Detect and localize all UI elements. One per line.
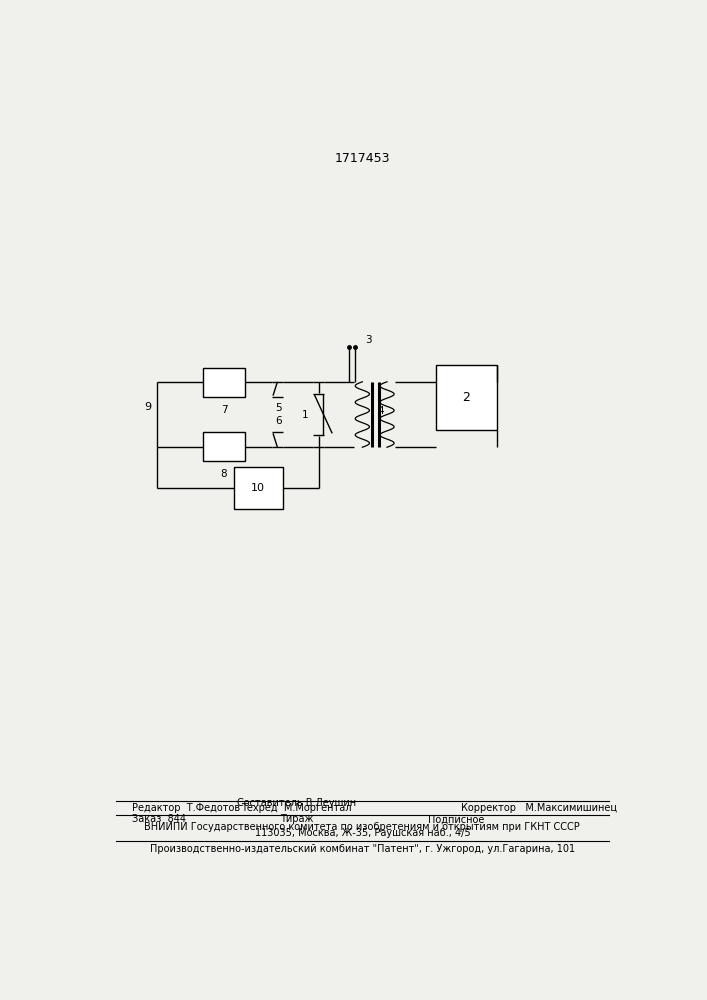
Text: 6: 6: [275, 416, 282, 426]
Text: Тираж: Тираж: [280, 814, 313, 824]
Text: 10: 10: [251, 483, 265, 493]
Bar: [204, 368, 245, 397]
Text: Подписное: Подписное: [428, 814, 484, 824]
Text: 2: 2: [462, 391, 470, 404]
Text: 7: 7: [221, 405, 227, 415]
Text: Редактор  Т.Федотов: Редактор Т.Федотов: [132, 803, 240, 813]
Text: Производственно-издательский комбинат "Патент", г. Ужгород, ул.Гагарина, 101: Производственно-издательский комбинат "П…: [150, 844, 575, 854]
Text: 113035, Москва, Ж-35, Раушская наб., 4/5: 113035, Москва, Ж-35, Раушская наб., 4/5: [255, 828, 470, 838]
Text: Заказ  844: Заказ 844: [132, 814, 186, 824]
Text: 1: 1: [302, 410, 309, 420]
Text: 9: 9: [144, 402, 151, 412]
Bar: [436, 365, 496, 430]
Text: Составитель В.Леушин: Составитель В.Леушин: [237, 798, 356, 808]
Text: Корректор   М.Максимишинец: Корректор М.Максимишинец: [461, 803, 617, 813]
Text: 8: 8: [221, 469, 227, 479]
Bar: [233, 466, 283, 509]
Text: 3: 3: [366, 335, 373, 345]
Text: Техред  М.Моргентал: Техред М.Моргентал: [241, 803, 352, 813]
Text: ВНИИПИ Государственного комитета по изобретениям и открытиям при ГКНТ СССР: ВНИИПИ Государственного комитета по изоб…: [144, 822, 580, 832]
Bar: [204, 432, 245, 461]
Text: 1717453: 1717453: [334, 152, 390, 165]
Text: 4: 4: [378, 406, 385, 416]
Text: 5: 5: [275, 403, 282, 413]
